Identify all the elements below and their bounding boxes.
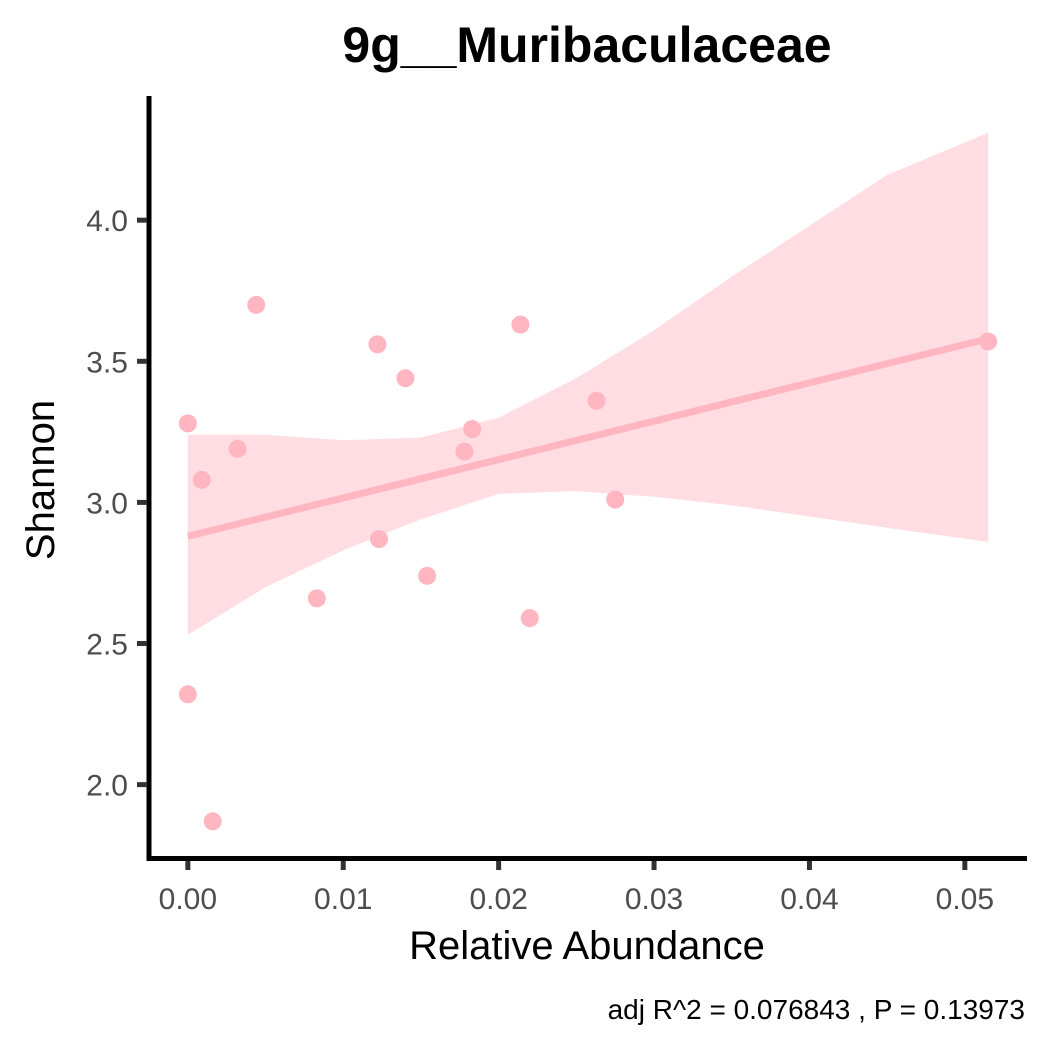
data-point [368,335,387,354]
y-tick-label: 2.0 [86,770,128,803]
data-point [520,609,539,628]
fit-line-layer [187,335,989,540]
data-point [192,470,211,489]
regression-line [187,335,989,540]
data-point [369,530,388,549]
x-tick-label: 0.01 [314,883,372,916]
regression-stats-caption: adj R^2 = 0.076843 , P = 0.13973 [608,994,1025,1025]
chart-title: 9g__Muribaculaceae [342,17,831,73]
data-point [418,566,437,585]
y-axis-title: Shannon [19,400,63,560]
data-point [463,420,482,439]
y-tick-label: 2.5 [86,629,128,662]
data-point [228,439,247,458]
y-tick-label: 3.0 [86,487,128,520]
data-point [606,490,625,509]
x-tick-label: 0.03 [625,883,683,916]
data-point [178,685,197,704]
y-tick-label: 4.0 [86,205,128,238]
x-axis-ticks: 0.00 0.01 0.02 0.03 0.04 0.05 [159,861,994,916]
data-point [455,442,474,461]
y-tick-label: 3.5 [86,346,128,379]
data-point [247,295,266,314]
x-tick-label: 0.05 [936,883,994,916]
confidence-band [187,132,989,635]
confidence-band-layer [187,132,989,635]
data-point [979,332,998,351]
data-points-layer [178,295,998,831]
y-axis-ticks: 2.0 2.5 3.0 3.5 4.0 [86,205,147,803]
data-point [396,369,415,388]
data-point [511,315,530,334]
x-tick-label: 0.00 [159,883,217,916]
data-point [307,589,326,608]
data-point [203,812,222,831]
data-point [587,391,606,410]
x-tick-label: 0.02 [469,883,527,916]
x-axis-title: Relative Abundance [409,924,765,968]
x-tick-label: 0.04 [780,883,838,916]
data-point [178,414,197,433]
